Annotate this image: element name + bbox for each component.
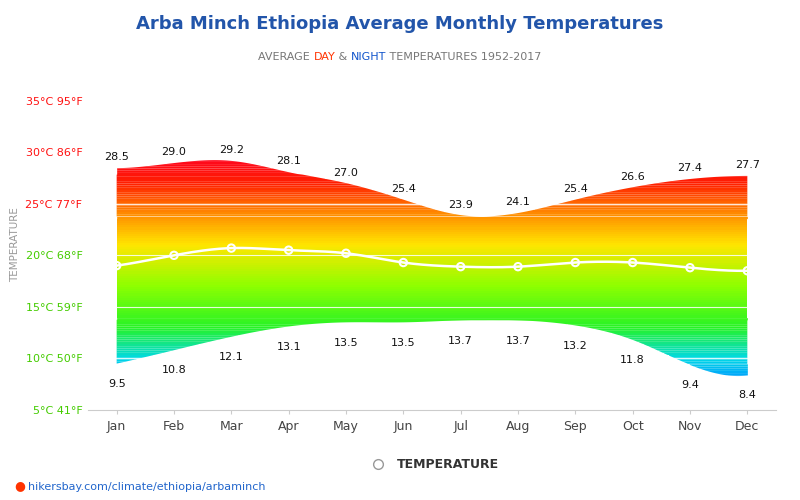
Text: 27.4: 27.4 <box>678 164 702 173</box>
Text: 24.1: 24.1 <box>506 198 530 207</box>
Text: DAY: DAY <box>314 52 335 62</box>
Text: 9.5: 9.5 <box>108 379 126 389</box>
Point <box>741 267 754 275</box>
Text: 27.0: 27.0 <box>334 168 358 177</box>
Text: 13.7: 13.7 <box>506 336 530 345</box>
Y-axis label: TEMPERATURE: TEMPERATURE <box>10 208 20 282</box>
Point <box>168 252 181 260</box>
Text: ●: ● <box>14 479 26 492</box>
Point <box>626 258 639 266</box>
Text: 13.5: 13.5 <box>391 338 416 347</box>
Point <box>110 262 123 270</box>
Text: 27.7: 27.7 <box>735 160 760 170</box>
Text: hikersbay.com/climate/ethiopia/arbaminch: hikersbay.com/climate/ethiopia/arbaminch <box>28 482 266 492</box>
Text: 25.4: 25.4 <box>563 184 588 194</box>
Text: 13.2: 13.2 <box>563 340 588 350</box>
Text: AVERAGE: AVERAGE <box>258 52 314 62</box>
Text: 10.8: 10.8 <box>162 366 186 376</box>
Text: Arba Minch Ethiopia Average Monthly Temperatures: Arba Minch Ethiopia Average Monthly Temp… <box>136 15 664 33</box>
Text: 23.9: 23.9 <box>448 200 473 209</box>
Text: 28.1: 28.1 <box>276 156 301 166</box>
Text: 11.8: 11.8 <box>620 355 645 365</box>
Text: 9.4: 9.4 <box>681 380 699 390</box>
Text: TEMPERATURES 1952-2017: TEMPERATURES 1952-2017 <box>386 52 542 62</box>
Text: 12.1: 12.1 <box>219 352 244 362</box>
Point <box>282 246 295 254</box>
Text: 29.0: 29.0 <box>162 147 186 157</box>
Point <box>454 262 467 270</box>
Text: 28.5: 28.5 <box>104 152 129 162</box>
Text: 25.4: 25.4 <box>391 184 416 194</box>
Text: 8.4: 8.4 <box>738 390 756 400</box>
Point <box>569 258 582 266</box>
Point <box>225 244 238 252</box>
Text: NIGHT: NIGHT <box>351 52 386 62</box>
Text: 29.2: 29.2 <box>219 145 244 155</box>
Point <box>339 249 352 257</box>
Text: 13.7: 13.7 <box>448 336 473 345</box>
Point <box>512 262 525 270</box>
Legend: TEMPERATURE: TEMPERATURE <box>360 454 504 476</box>
Point <box>683 264 696 272</box>
Text: 26.6: 26.6 <box>620 172 645 181</box>
Text: 13.1: 13.1 <box>276 342 301 351</box>
Text: 13.5: 13.5 <box>334 338 358 347</box>
Point <box>397 258 410 266</box>
Text: &: & <box>335 52 351 62</box>
